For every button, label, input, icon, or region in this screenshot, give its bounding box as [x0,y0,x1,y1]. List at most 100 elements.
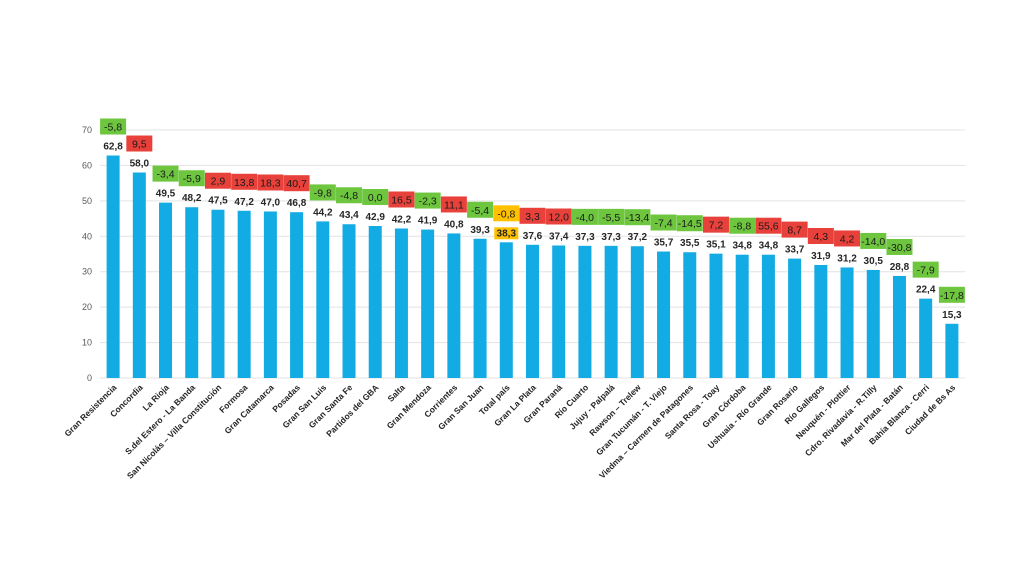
y-tick-label: 30 [82,267,92,277]
bar [473,238,487,378]
value-label: 37,6 [523,231,543,242]
change-badge-bg [886,238,913,255]
change-badge: -5,5 [598,208,625,225]
change-badge: -5,9 [178,170,205,187]
change-label: -7,9 [917,265,935,277]
change-badge: -14,0 [860,232,887,249]
value-label: 37,4 [549,231,569,242]
change-badges: -5,8 9,5 -3,4 -5,9 2,9 13,8 18,3 40,7 -9,8 -4,8 0,… [100,118,965,303]
y-tick-label: 70 [82,125,92,135]
change-label: 12,0 [548,211,569,223]
change-label: -8,8 [733,221,751,233]
value-label: 31,9 [811,251,831,262]
change-badge: -8,8 [729,217,756,234]
change-label: -4,0 [576,212,594,224]
change-badge: 55,6 [755,217,782,234]
change-badge-bg [545,208,572,225]
change-label: 2,9 [211,176,226,188]
change-badge-bg [781,221,808,238]
change-label: -9,8 [314,187,332,199]
bar [211,209,225,378]
value-label: 42,9 [365,212,385,223]
category-label: Salta [385,382,407,404]
change-label: -7,4 [655,218,673,230]
value-label: 31,2 [837,253,857,264]
change-label: -5,8 [104,122,122,134]
change-badge: 13,8 [231,173,258,190]
y-tick-label: 20 [82,302,92,312]
bar [159,202,173,378]
value-label: 33,7 [785,245,805,256]
change-badge: -4,0 [571,208,598,225]
change-badge: -2,3 [414,192,441,209]
bar [630,246,644,378]
change-badge: -17,8 [938,286,965,303]
change-label: 4,2 [840,233,855,245]
value-label: 34,8 [732,241,752,252]
bar [237,210,251,378]
bar [132,172,146,378]
change-label: -4,8 [340,190,358,202]
change-badge: -3,4 [152,165,179,182]
change-badge: 4,2 [834,230,861,247]
change-badge-bg [834,230,861,247]
value-label: 47,2 [234,197,254,208]
bar [526,244,539,378]
change-label: -5,4 [471,205,489,217]
bar [735,254,749,378]
change-badge-bg [729,217,756,234]
value-label: 28,8 [890,262,910,273]
bar [447,233,461,378]
change-badge-bg [309,184,336,201]
change-label: -3,4 [156,169,174,181]
change-badge: -7,9 [912,261,939,278]
value-label: 46,8 [287,198,307,209]
category-label: Gran Catamarca [222,382,276,436]
bar [657,251,671,378]
value-label: 37,3 [575,232,595,243]
change-badge: -4,8 [336,187,363,204]
change-badge-bg [650,214,677,231]
change-badge-bg [807,227,834,244]
change-label: -30,8 [888,242,912,254]
change-badge-bg [283,175,310,192]
bar [578,245,592,378]
change-badge-bg [126,135,153,152]
change-badge: 12,0 [545,208,572,225]
change-badge-bg [204,172,231,189]
value-label: 47,0 [261,197,281,208]
bar [604,245,618,378]
change-badge: 9,5 [126,135,153,152]
value-label: 30,5 [864,256,884,267]
change-badge: -30,8 [886,238,913,255]
value-label: 41,9 [418,216,438,227]
change-badge: -5,4 [467,201,494,218]
bar [342,224,356,378]
change-badge: -5,8 [100,118,127,135]
value-label: 39,3 [470,225,490,236]
value-label: 48,2 [182,193,202,204]
change-label: 16,5 [391,194,412,206]
bar [499,242,513,378]
change-badge-bg [440,196,467,213]
change-badge-bg [231,173,258,190]
change-label: -2,3 [419,196,437,208]
change-label: -5,9 [183,173,201,185]
change-badge-bg [755,217,782,234]
y-tick-label: 10 [82,338,92,348]
bar [945,323,959,378]
change-label: 8,7 [787,225,802,237]
value-label: 47,5 [208,196,228,207]
change-badge-bg [414,192,441,209]
change-label: 4,3 [814,231,829,243]
bar [814,264,828,378]
change-badge-bg [362,189,389,206]
change-badge: 0,0 [362,189,389,206]
bar [788,258,802,378]
y-tick-label: 0 [87,373,92,383]
y-tick-label: 60 [82,160,92,170]
value-label: 38,3 [497,228,517,239]
bar [709,253,723,378]
change-badge: -9,8 [309,184,336,201]
